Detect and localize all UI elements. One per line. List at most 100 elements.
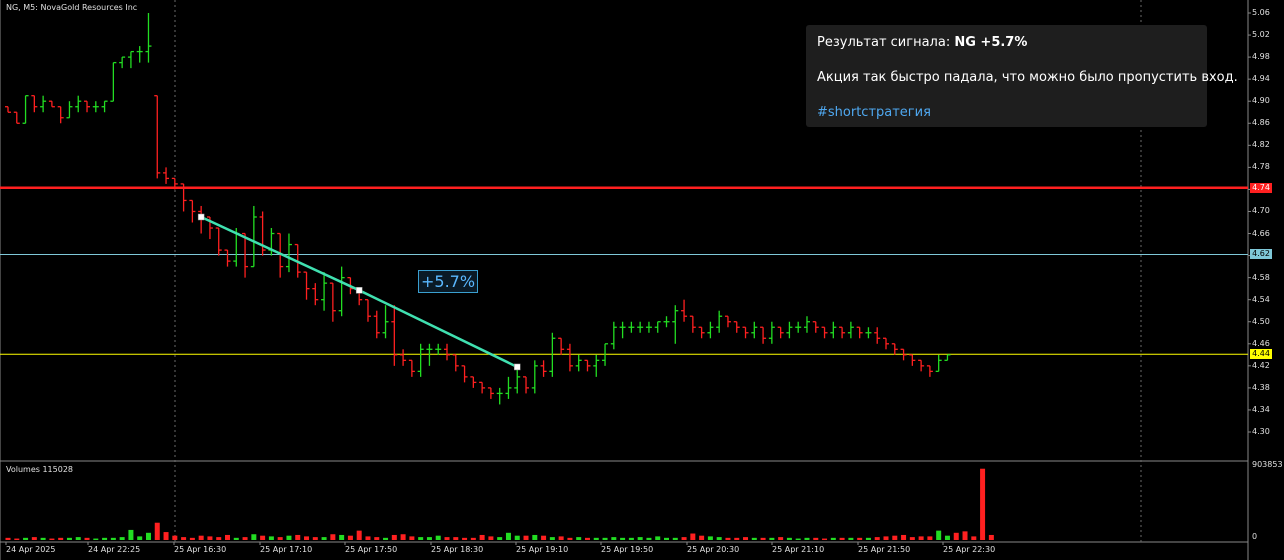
volume-bar xyxy=(418,537,424,540)
ohlc-bar xyxy=(672,305,679,344)
volume-bar xyxy=(251,534,257,540)
volume-bar xyxy=(225,534,230,540)
ohlc-bar xyxy=(479,381,486,394)
ohlc-bar xyxy=(259,211,266,256)
ohlc-bar xyxy=(40,95,47,113)
volume-bar xyxy=(347,535,353,540)
ohlc-bar xyxy=(189,199,196,223)
volume-bar xyxy=(874,537,880,540)
ohlc-bar xyxy=(619,321,626,339)
ohlc-bar xyxy=(847,321,854,339)
volume-bar xyxy=(707,536,713,540)
ohlc-bar xyxy=(558,337,565,355)
volume-bar xyxy=(339,534,345,540)
volume-bar xyxy=(102,537,108,540)
signal-hashtag[interactable]: #shortстратегия xyxy=(817,105,931,120)
volume-bar xyxy=(918,536,924,540)
ohlc-bar xyxy=(215,227,222,256)
ohlc-bar xyxy=(935,354,942,373)
price-tag-red: 4.74 xyxy=(1250,182,1272,193)
volume-bar xyxy=(49,538,55,540)
volume-bar xyxy=(409,536,415,540)
volume-bar xyxy=(505,532,511,540)
ohlc-bar xyxy=(865,327,872,339)
ohlc-bar xyxy=(321,272,328,311)
y-tick-label: 4.78 xyxy=(1252,162,1270,172)
volume-bar xyxy=(778,537,784,540)
ohlc-bar xyxy=(663,316,670,328)
ohlc-bar xyxy=(5,106,11,113)
signal-result-prefix: Результат сигнала: xyxy=(817,35,955,50)
ohlc-bar xyxy=(812,321,819,333)
volume-bar xyxy=(207,536,213,540)
x-tick-label: 24 Apr 2025 xyxy=(6,545,56,554)
volume-bar xyxy=(988,534,994,540)
x-tick-label: 25 Apr 17:50 xyxy=(345,545,398,554)
volume-bar xyxy=(664,537,669,540)
ohlc-bar xyxy=(909,354,916,366)
y-tick-label: 4.30 xyxy=(1252,427,1270,436)
volume-bar xyxy=(751,537,757,540)
ohlc-bar xyxy=(250,205,257,268)
ohlc-bar xyxy=(329,282,336,322)
volume-bar xyxy=(883,536,889,540)
ohlc-bar xyxy=(900,348,907,361)
ohlc-bar xyxy=(681,299,688,322)
ohlc-bar xyxy=(883,337,889,350)
ohlc-bar xyxy=(856,326,863,339)
ohlc-bar xyxy=(523,376,530,394)
ohlc-bar xyxy=(593,354,600,377)
volume-bar xyxy=(584,537,590,540)
ohlc-bar xyxy=(707,321,714,339)
signal-text: Акция так быстро падала, что можно было … xyxy=(817,70,1238,85)
x-tick-label: 25 Apr 21:10 xyxy=(772,545,825,554)
ohlc-bar xyxy=(742,326,749,339)
volume-bar xyxy=(75,537,81,540)
volume-bar xyxy=(181,537,187,540)
ohlc-bar xyxy=(777,326,784,339)
volume-bar xyxy=(198,535,204,540)
ohlc-bar xyxy=(31,95,38,113)
volume-bar xyxy=(857,537,863,540)
volume-bar xyxy=(66,537,72,540)
volume-bar xyxy=(356,530,362,540)
volume-bar xyxy=(865,537,871,540)
ohlc-bar xyxy=(400,349,407,366)
signal-card: Результат сигнала: NG +5.7% Акция так бы… xyxy=(806,25,1238,127)
y-tick-label: 4.86 xyxy=(1252,118,1270,128)
volume-bar xyxy=(321,537,327,540)
volume-bar xyxy=(479,534,485,540)
volume-bar xyxy=(620,537,626,540)
volume-bar xyxy=(646,537,652,540)
volume-bar xyxy=(830,537,836,540)
ohlc-bar xyxy=(22,95,29,124)
volume-bar xyxy=(154,522,160,540)
volume-bar xyxy=(286,535,292,540)
volume-bar xyxy=(84,537,90,540)
ohlc-bar xyxy=(926,365,933,377)
volume-bar xyxy=(426,537,432,540)
ohlc-bar xyxy=(13,111,20,124)
volume-bar xyxy=(567,537,573,540)
volume-bar xyxy=(971,536,977,540)
volume-bar xyxy=(23,537,29,540)
volume-bar xyxy=(383,537,389,540)
price-tag-cyan: 4.62 xyxy=(1250,249,1272,260)
volume-max-label: 903853 xyxy=(1252,460,1283,469)
ohlc-bar xyxy=(101,100,108,113)
ohlc-bar xyxy=(786,321,793,339)
y-tick-label: 4.66 xyxy=(1252,228,1270,238)
ohlc-bar xyxy=(57,106,64,124)
x-tick-label: 25 Apr 21:50 xyxy=(858,545,911,554)
volume-bar xyxy=(374,537,380,540)
ohlc-bar xyxy=(119,56,126,69)
volume-bar xyxy=(523,535,529,540)
x-tick-label: 25 Apr 19:10 xyxy=(516,545,569,554)
volume-bar xyxy=(400,534,406,540)
ohlc-bar xyxy=(628,321,635,333)
y-tick-label: 4.90 xyxy=(1252,96,1270,106)
ohlc-bar xyxy=(944,354,951,361)
ohlc-bar xyxy=(505,376,512,399)
volume-bar xyxy=(699,535,705,540)
